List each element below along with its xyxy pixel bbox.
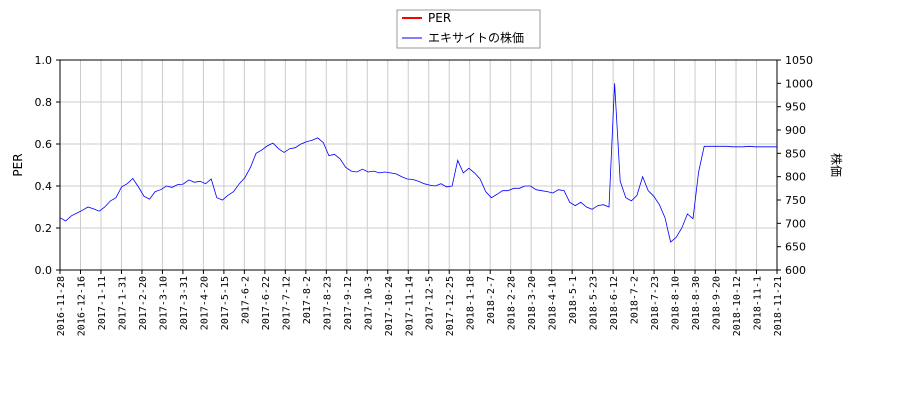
legend-label-stock-price: エキサイトの株価 — [428, 30, 524, 45]
x-tick-label: 2017-12-25 — [445, 276, 456, 336]
x-tick-label: 2017-11-14 — [404, 276, 415, 336]
x-tick-label: 2017-5-15 — [220, 276, 231, 330]
y-right-tick-label: 800 — [785, 171, 806, 184]
x-tick-label: 2017-3-31 — [179, 276, 190, 330]
x-tick-label: 2018-5-1 — [568, 276, 579, 324]
legend-label-per: PER — [428, 11, 451, 25]
legend: PER エキサイトの株価 — [396, 9, 541, 49]
y-right-tick-label: 950 — [785, 101, 806, 114]
y-right-tick-label: 750 — [785, 194, 806, 207]
x-tick-label: 2018-7-23 — [650, 276, 661, 330]
x-tick-label: 2018-2-28 — [507, 276, 518, 330]
y-right-tick-label: 1000 — [785, 77, 813, 90]
plot-area — [59, 59, 778, 271]
y-right-tick-label: 700 — [785, 217, 806, 230]
x-tick-label: 2018-6-12 — [609, 276, 620, 330]
x-tick-label: 2017-3-10 — [158, 276, 169, 330]
x-tick-label: 2018-11-1 — [753, 276, 764, 330]
y-left-tick-label: 0.6 — [35, 138, 53, 151]
x-tick-label: 2018-8-10 — [671, 276, 682, 330]
x-tick-label: 2017-1-11 — [97, 276, 108, 330]
y-axis-left-label: PER — [11, 153, 25, 176]
x-tick-label: 2016-12-16 — [76, 276, 87, 336]
x-tick-label: 2017-4-20 — [199, 276, 210, 330]
x-tick-label: 2017-6-22 — [261, 276, 272, 330]
axes: 2016-11-28 2016-12-16 2017-1-11 2017-1-31 20… — [35, 54, 814, 336]
y-left-tick-label: 0.4 — [35, 180, 53, 193]
x-tick-label: 2017-10-3 — [363, 276, 374, 330]
y-right-tick-label: 600 — [785, 264, 806, 277]
y-left-tick-label: 0.2 — [35, 222, 53, 235]
x-tick-label: 2018-8-30 — [691, 276, 702, 330]
x-tick-label: 2017-7-12 — [281, 276, 292, 330]
x-tick-label: 2017-1-31 — [117, 276, 128, 330]
x-tick-label: 2018-4-10 — [548, 276, 559, 330]
x-tick-label: 2018-3-20 — [527, 276, 538, 330]
legend-box — [396, 9, 541, 49]
y-left-tick-label: 0.8 — [35, 96, 53, 109]
grid — [59, 59, 778, 271]
x-tick-label: 2017-6-2 — [240, 276, 251, 324]
y-left-tick-label: 0.0 — [35, 264, 53, 277]
x-tick-label: 2018-2-7 — [486, 276, 497, 324]
x-tick-label: 2018-10-12 — [732, 276, 743, 336]
x-tick-label: 2018-1-18 — [466, 276, 477, 330]
y-left-tick-label: 1.0 — [35, 54, 53, 67]
y-right-tick-label: 900 — [785, 124, 806, 137]
x-tick-label: 2017-10-24 — [384, 276, 395, 336]
y-axis-right-label: 株価 — [829, 153, 844, 177]
x-tick-label: 2018-5-23 — [589, 276, 600, 330]
y-right-tick-label: 850 — [785, 147, 806, 160]
x-tick-label: 2018-7-2 — [630, 276, 641, 324]
x-tick-label: 2016-11-28 — [56, 276, 67, 336]
x-tick-label: 2017-12-5 — [425, 276, 436, 330]
x-tick-label: 2017-8-23 — [322, 276, 333, 330]
y-right-tick-label: 650 — [785, 241, 806, 254]
x-tick-label: 2018-11-21 — [773, 276, 784, 336]
series-layer — [59, 83, 777, 243]
y-right-tick-label: 1050 — [785, 54, 813, 67]
series-line-stock-price — [59, 83, 777, 243]
x-tick-label: 2017-2-20 — [138, 276, 149, 330]
x-tick-label: 2018-9-20 — [712, 276, 723, 330]
x-tick-label: 2017-8-2 — [302, 276, 313, 324]
x-tick-label: 2017-9-12 — [343, 276, 354, 330]
